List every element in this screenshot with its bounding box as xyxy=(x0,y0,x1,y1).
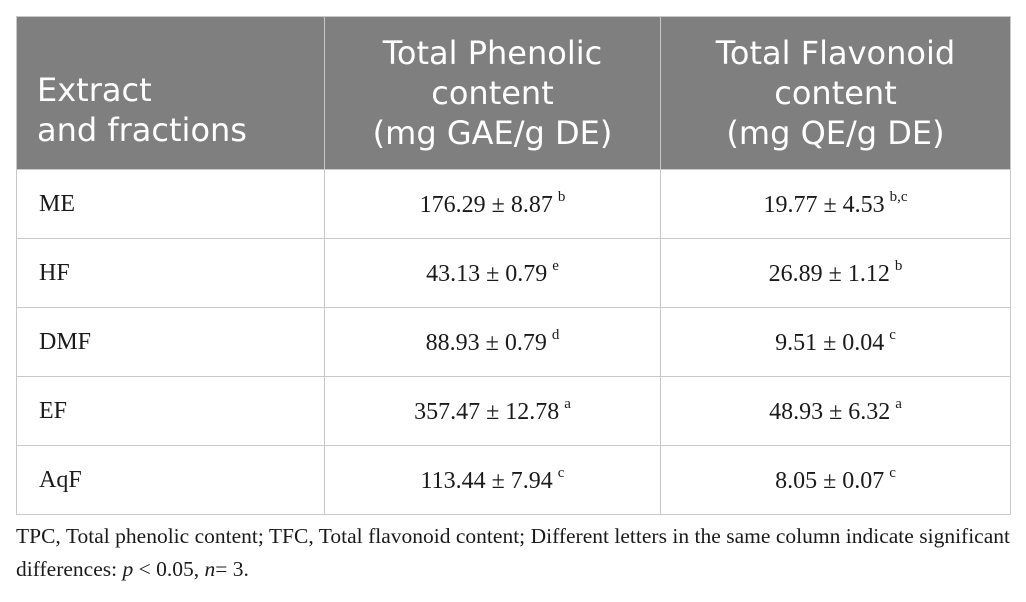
header-extract-line-1: Extract xyxy=(37,71,152,109)
tfc-value: 26.89 ± 1.12 xyxy=(768,261,890,287)
table-row: AqF 113.44 ± 7.94 c 8.05 ± 0.07 c xyxy=(16,445,1011,515)
row-label: EF xyxy=(16,376,325,446)
row-label: ME xyxy=(16,169,325,239)
header-total-phenolic: Total Phenolic content (mg GAE/g DE) xyxy=(324,16,661,170)
tpc-value: 88.93 ± 0.79 xyxy=(425,330,547,356)
tpc-significance: e xyxy=(552,258,559,274)
tpc-value: 113.44 ± 7.94 xyxy=(420,468,553,494)
tfc-cell: 19.77 ± 4.53 b,c xyxy=(660,169,1011,239)
phenolic-flavonoid-table: Extract and fractions Total Phenolic con… xyxy=(16,16,1011,515)
tfc-significance: c xyxy=(889,327,896,343)
table-row: EF 357.47 ± 12.78 a 48.93 ± 6.32 a xyxy=(16,376,1011,446)
footnote-text-2: < 0.05, xyxy=(133,557,205,581)
footnote-n-symbol: n xyxy=(204,557,216,581)
tpc-cell: 88.93 ± 0.79 d xyxy=(324,307,661,377)
footnote-text-3: = 3. xyxy=(215,557,249,581)
tpc-significance: b xyxy=(557,189,566,205)
tfc-value: 8.05 ± 0.07 xyxy=(775,468,885,494)
header-total-flavonoid: Total Flavonoid content (mg QE/g DE) xyxy=(660,16,1011,170)
tfc-cell: 9.51 ± 0.04 c xyxy=(660,307,1011,377)
tfc-significance: c xyxy=(889,465,896,481)
tfc-value: 9.51 ± 0.04 xyxy=(775,330,885,356)
tpc-cell: 113.44 ± 7.94 c xyxy=(324,445,661,515)
tfc-cell: 26.89 ± 1.12 b xyxy=(660,238,1011,308)
header-extract: Extract and fractions xyxy=(16,16,325,170)
row-label: AqF xyxy=(16,445,325,515)
tpc-value: 357.47 ± 12.78 xyxy=(414,399,560,425)
footnote-p-symbol: p xyxy=(122,557,134,581)
tpc-significance: c xyxy=(557,465,565,481)
tfc-cell: 8.05 ± 0.07 c xyxy=(660,445,1011,515)
header-tfc-line-1: Total Flavonoid xyxy=(715,34,956,72)
header-extract-line-2: and fractions xyxy=(37,111,247,149)
tpc-value: 43.13 ± 0.79 xyxy=(426,261,548,287)
row-label: DMF xyxy=(16,307,325,377)
table-header: Extract and fractions Total Phenolic con… xyxy=(16,16,1011,170)
tpc-significance: d xyxy=(551,327,560,343)
tpc-value: 176.29 ± 8.87 xyxy=(419,192,553,218)
tfc-cell: 48.93 ± 6.32 a xyxy=(660,376,1011,446)
tfc-significance: b xyxy=(894,258,903,274)
row-label: HF xyxy=(16,238,325,308)
table-footnote: TPC, Total phenolic content; TFC, Total … xyxy=(16,520,1010,586)
tpc-cell: 43.13 ± 0.79 e xyxy=(324,238,661,308)
tfc-value: 19.77 ± 4.53 xyxy=(763,192,885,218)
header-tpc-line-3: (mg GAE/g DE) xyxy=(372,114,613,152)
header-tfc-line-2: content xyxy=(774,74,897,112)
tfc-significance: b,c xyxy=(889,189,908,205)
header-tpc-line-1: Total Phenolic xyxy=(382,34,603,72)
table-row: HF 43.13 ± 0.79 e 26.89 ± 1.12 b xyxy=(16,238,1011,308)
tfc-value: 48.93 ± 6.32 xyxy=(769,399,891,425)
table-row: DMF 88.93 ± 0.79 d 9.51 ± 0.04 c xyxy=(16,307,1011,377)
tfc-significance: a xyxy=(895,396,902,412)
data-table-container: Extract and fractions Total Phenolic con… xyxy=(16,16,1011,515)
tpc-cell: 176.29 ± 8.87 b xyxy=(324,169,661,239)
tpc-significance: a xyxy=(564,396,571,412)
table-row: ME 176.29 ± 8.87 b 19.77 ± 4.53 b,c xyxy=(16,169,1011,239)
tpc-cell: 357.47 ± 12.78 a xyxy=(324,376,661,446)
header-tfc-line-3: (mg QE/g DE) xyxy=(726,114,945,152)
header-row: Extract and fractions Total Phenolic con… xyxy=(16,16,1011,170)
footnote-text-1: TPC, Total phenolic content; TFC, Total … xyxy=(16,524,1010,581)
table-body: ME 176.29 ± 8.87 b 19.77 ± 4.53 b,c HF 43.… xyxy=(16,169,1011,515)
header-tpc-line-2: content xyxy=(431,74,554,112)
